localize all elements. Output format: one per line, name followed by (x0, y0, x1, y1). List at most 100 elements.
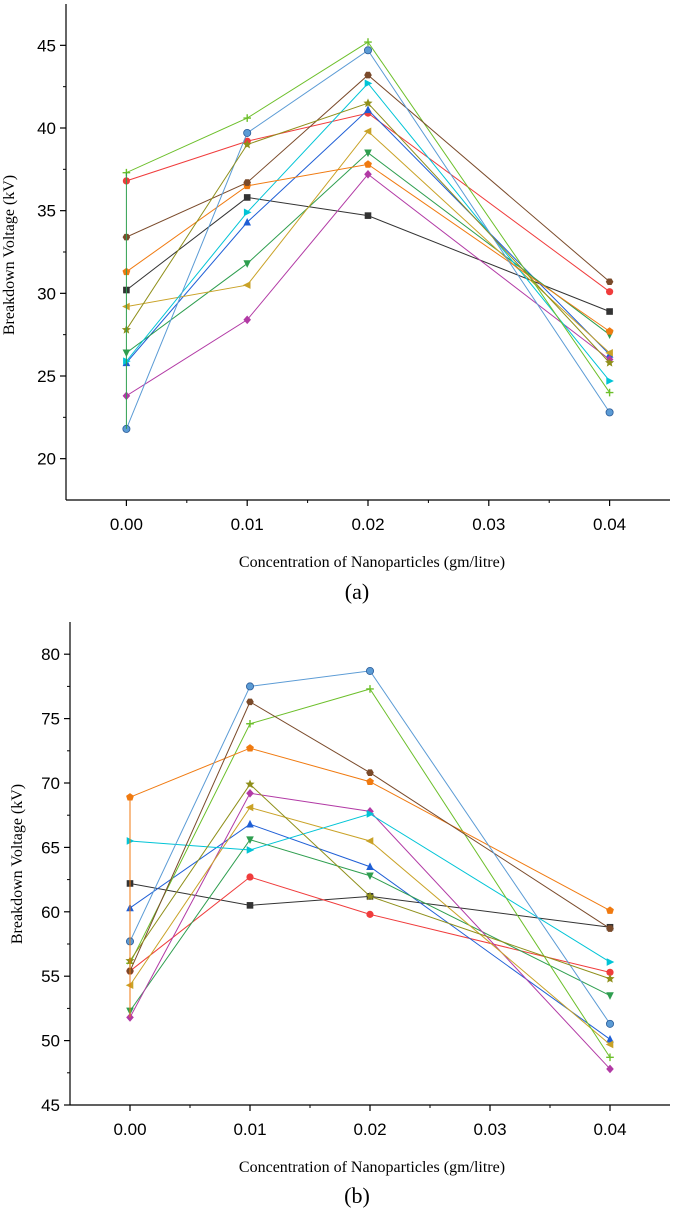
data-point-b (606, 1064, 614, 1074)
data-point-b (246, 819, 254, 828)
series-a-7 (123, 79, 614, 385)
series-line-b-5 (129, 792, 611, 1070)
data-point-a (606, 377, 614, 385)
data-point-a (242, 139, 252, 149)
data-point-a (243, 114, 251, 122)
series-line-b-10 (129, 701, 611, 972)
series-line-b-12 (129, 783, 611, 980)
y-tick-label-b: 45 (41, 1096, 60, 1115)
y-tick-label-a: 45 (37, 36, 56, 55)
data-point-b (246, 873, 254, 881)
data-point-a (364, 79, 373, 88)
data-point-b (246, 836, 254, 844)
data-point-b (246, 789, 254, 798)
data-point-b (366, 872, 374, 881)
data-point-b (246, 902, 254, 909)
series-line-a-11 (125, 49, 611, 430)
x-axis-title-b: Concentration of Nanoparticles (gm/litre… (239, 1159, 505, 1176)
series-line-a-5 (126, 173, 610, 397)
series-a-2 (122, 109, 614, 296)
data-point-b (366, 862, 374, 871)
data-point-b (245, 682, 254, 691)
series-line-a-6 (126, 130, 610, 354)
series-line-b-7 (129, 813, 611, 963)
data-point-b (606, 1053, 614, 1062)
data-point-b (366, 777, 374, 786)
data-point-b (606, 968, 614, 976)
panel-label-b: (b) (344, 1183, 370, 1208)
plot-area-a: 20 25 30 35 40 45 0.00 0.01 0.02 0.03 0.04 (37, 4, 670, 534)
data-point-b (126, 1013, 134, 1022)
y-tick-label-b: 70 (41, 774, 60, 793)
panel-label-a: (a) (345, 579, 369, 604)
data-point-b (366, 910, 374, 918)
data-point-b (606, 906, 614, 914)
data-point-a (243, 315, 251, 325)
series-b-11 (126, 666, 615, 1028)
data-point-a (364, 149, 372, 158)
series-line-a-12 (125, 102, 610, 364)
data-point-a (122, 302, 130, 311)
y-tick-label-b: 65 (41, 838, 60, 857)
data-point-a (605, 357, 615, 367)
x-tick-label-b: 0.03 (473, 1120, 506, 1139)
data-point-b (365, 666, 374, 675)
data-point-a (605, 408, 614, 417)
series-b-5 (126, 789, 614, 1074)
x-tick-label-a: 0.00 (110, 515, 143, 534)
y-axis-title-b: Breakdown Voltage (kV) (9, 784, 26, 944)
data-point-b (605, 973, 615, 983)
x-tick-label-b: 0.04 (593, 1120, 626, 1139)
data-point-a (364, 160, 372, 168)
data-point-a (363, 46, 372, 55)
series-a-12 (121, 98, 615, 367)
data-point-a (606, 288, 614, 296)
series-line-b-3 (129, 823, 611, 1040)
data-point-b (606, 1035, 614, 1043)
series-line-b-8 (129, 688, 611, 1058)
chart-a: 20 25 30 35 40 45 0.00 0.01 0.02 0.03 0.04 Concent… (1, 4, 670, 604)
series-line-b-1 (129, 882, 611, 928)
y-tick-label-a: 25 (37, 367, 56, 386)
series-line-a-10 (126, 74, 610, 283)
data-point-a (242, 281, 251, 289)
data-point-b (606, 925, 614, 932)
data-point-b (246, 744, 254, 752)
y-tick-label-b: 80 (41, 645, 60, 664)
y-tick-label-a: 40 (37, 119, 56, 138)
y-tick-label-a: 30 (37, 284, 56, 303)
x-tick-label-b: 0.00 (113, 1120, 146, 1139)
y-tick-label-a: 20 (37, 450, 56, 469)
data-point-b (606, 958, 615, 966)
data-point-a (363, 127, 372, 136)
data-point-b (606, 1019, 615, 1028)
y-tick-label-b: 75 (41, 710, 60, 729)
series-line-b-2 (129, 876, 611, 973)
series-line-b-9 (129, 747, 611, 911)
data-point-a (243, 179, 251, 186)
data-point-a (243, 194, 251, 201)
data-point-b (245, 779, 255, 789)
y-tick-label-a: 35 (37, 202, 56, 221)
data-point-b (246, 698, 254, 706)
series-a-4 (122, 149, 614, 358)
data-point-b (245, 803, 254, 812)
x-tick-label-b: 0.01 (233, 1120, 266, 1139)
series-line-a-8 (126, 41, 611, 393)
data-point-a (605, 278, 614, 286)
series-b-3 (126, 819, 614, 1043)
data-point-a (364, 212, 372, 219)
data-point-b (366, 769, 374, 776)
data-point-b (126, 793, 134, 801)
x-tick-label-a: 0.01 (231, 515, 264, 534)
data-point-b (366, 685, 374, 693)
data-point-a (243, 260, 251, 268)
data-point-b (366, 810, 375, 818)
plot-area-b: 45 50 55 60 65 70 75 80 0.00 0.01 0.02 0.03 0.04 (41, 622, 670, 1139)
data-point-b (606, 992, 614, 1000)
data-point-a (364, 71, 372, 79)
series-a-1 (123, 194, 613, 315)
data-point-a (364, 38, 372, 46)
series-line-a-1 (126, 196, 610, 312)
series-line-a-3 (126, 109, 610, 364)
